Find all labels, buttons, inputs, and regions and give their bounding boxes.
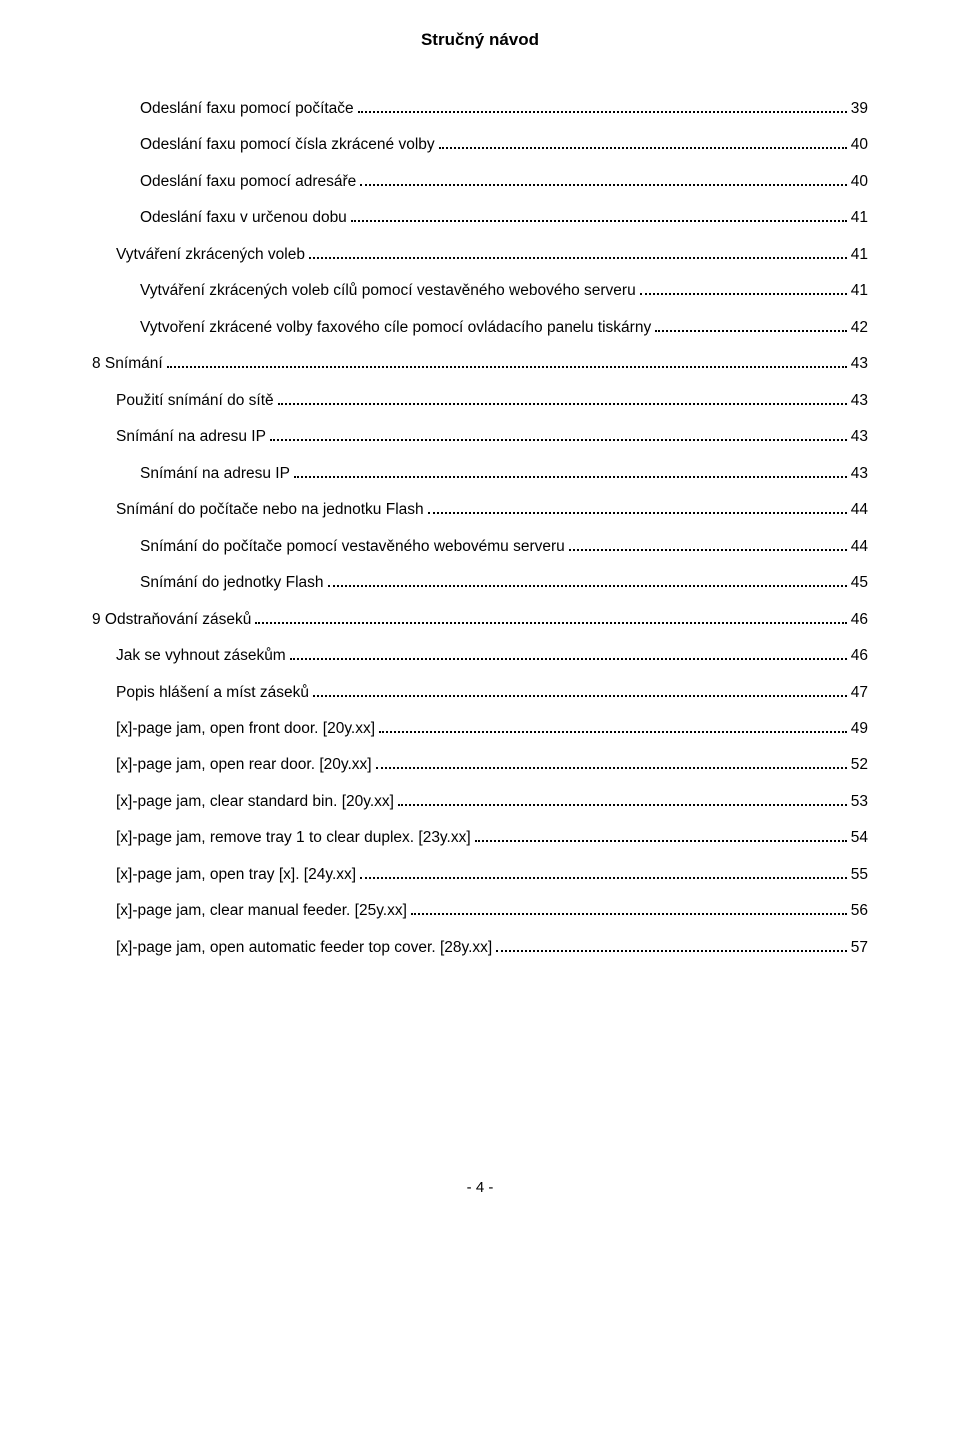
toc-entry-label: Vytváření zkrácených voleb bbox=[116, 244, 305, 266]
toc-entry: Snímání do počítače nebo na jednotku Fla… bbox=[92, 499, 868, 521]
toc-entry-label: 9 Odstraňování záseků bbox=[92, 609, 251, 631]
toc-entry-label: [x]-page jam, open front door. [20y.xx] bbox=[116, 718, 375, 740]
toc-leader-dots bbox=[398, 804, 847, 806]
toc-leader-dots bbox=[411, 913, 847, 915]
toc-entry-label: Odeslání faxu pomocí adresáře bbox=[140, 171, 356, 193]
toc-entry-page: 46 bbox=[851, 645, 868, 667]
toc-leader-dots bbox=[376, 767, 847, 769]
toc-entry-page: 52 bbox=[851, 754, 868, 776]
toc-leader-dots bbox=[167, 366, 847, 368]
toc-entry-label: Použití snímání do sítě bbox=[116, 390, 274, 412]
toc-leader-dots bbox=[351, 220, 847, 222]
toc-leader-dots bbox=[294, 476, 847, 478]
toc-entry-page: 43 bbox=[851, 390, 868, 412]
toc-entry-page: 43 bbox=[851, 353, 868, 375]
toc-leader-dots bbox=[290, 658, 847, 660]
toc-entry: 8 Snímání 43 bbox=[92, 353, 868, 375]
toc-entry-label: Vytváření zkrácených voleb cílů pomocí v… bbox=[140, 280, 636, 302]
toc-entry-page: 39 bbox=[851, 98, 868, 120]
toc-leader-dots bbox=[640, 293, 847, 295]
toc-entry-label: Jak se vyhnout zásekům bbox=[116, 645, 286, 667]
toc-leader-dots bbox=[360, 877, 847, 879]
toc-leader-dots bbox=[313, 695, 847, 697]
toc-entry-page: 57 bbox=[851, 937, 868, 959]
toc-entry-label: [x]-page jam, remove tray 1 to clear dup… bbox=[116, 827, 471, 849]
toc-entry: Vytváření zkrácených voleb 41 bbox=[92, 244, 868, 266]
toc-entry: [x]-page jam, clear standard bin. [20y.x… bbox=[92, 791, 868, 813]
toc-entry-page: 43 bbox=[851, 463, 868, 485]
toc-entry: [x]-page jam, clear manual feeder. [25y.… bbox=[92, 900, 868, 922]
toc-entry: [x]-page jam, open automatic feeder top … bbox=[92, 937, 868, 959]
toc-entry: [x]-page jam, open tray [x]. [24y.xx] 55 bbox=[92, 864, 868, 886]
toc-leader-dots bbox=[655, 330, 847, 332]
toc-entry: Odeslání faxu pomocí čísla zkrácené volb… bbox=[92, 134, 868, 156]
toc-leader-dots bbox=[270, 439, 847, 441]
toc-entry-page: 45 bbox=[851, 572, 868, 594]
toc-entry: Snímání do počítače pomocí vestavěného w… bbox=[92, 536, 868, 558]
toc-entry-page: 40 bbox=[851, 134, 868, 156]
toc-entry-page: 41 bbox=[851, 244, 868, 266]
toc-entry: Odeslání faxu pomocí adresáře 40 bbox=[92, 171, 868, 193]
toc-entry: [x]-page jam, open rear door. [20y.xx] 52 bbox=[92, 754, 868, 776]
toc-entry-label: Popis hlášení a míst záseků bbox=[116, 682, 309, 704]
toc-leader-dots bbox=[496, 950, 847, 952]
toc-entry-label: Vytvoření zkrácené volby faxového cíle p… bbox=[140, 317, 651, 339]
toc-entry-page: 41 bbox=[851, 207, 868, 229]
page-footer: - 4 - bbox=[92, 1179, 868, 1196]
toc-entry-label: Snímání do počítače nebo na jednotku Fla… bbox=[116, 499, 424, 521]
toc-entry: Snímání do jednotky Flash 45 bbox=[92, 572, 868, 594]
toc-leader-dots bbox=[475, 840, 847, 842]
toc-entry-page: 46 bbox=[851, 609, 868, 631]
toc-entry-page: 40 bbox=[851, 171, 868, 193]
toc-leader-dots bbox=[358, 111, 847, 113]
toc-entry-page: 44 bbox=[851, 536, 868, 558]
toc-entry: [x]-page jam, remove tray 1 to clear dup… bbox=[92, 827, 868, 849]
toc-entry-label: [x]-page jam, clear standard bin. [20y.x… bbox=[116, 791, 394, 813]
toc-entry: Snímání na adresu IP 43 bbox=[92, 426, 868, 448]
toc-leader-dots bbox=[309, 257, 847, 259]
toc-entry-label: [x]-page jam, open tray [x]. [24y.xx] bbox=[116, 864, 356, 886]
toc-entry-page: 49 bbox=[851, 718, 868, 740]
toc-entry: Odeslání faxu v určenou dobu 41 bbox=[92, 207, 868, 229]
toc-leader-dots bbox=[255, 622, 846, 624]
toc-entry: Vytváření zkrácených voleb cílů pomocí v… bbox=[92, 280, 868, 302]
toc-entry: Jak se vyhnout zásekům 46 bbox=[92, 645, 868, 667]
toc-entry-page: 54 bbox=[851, 827, 868, 849]
toc-leader-dots bbox=[569, 549, 847, 551]
toc-entry-label: [x]-page jam, open automatic feeder top … bbox=[116, 937, 492, 959]
toc-entry: 9 Odstraňování záseků 46 bbox=[92, 609, 868, 631]
toc-entry-page: 53 bbox=[851, 791, 868, 813]
toc-entry-page: 41 bbox=[851, 280, 868, 302]
toc-entry-page: 56 bbox=[851, 900, 868, 922]
toc-entry: Popis hlášení a míst záseků 47 bbox=[92, 682, 868, 704]
toc-entry-label: Snímání na adresu IP bbox=[140, 463, 290, 485]
toc-leader-dots bbox=[379, 731, 847, 733]
toc-entry-page: 43 bbox=[851, 426, 868, 448]
toc-entry-label: [x]-page jam, open rear door. [20y.xx] bbox=[116, 754, 372, 776]
toc-entry-page: 42 bbox=[851, 317, 868, 339]
toc-entry-label: Odeslání faxu pomocí čísla zkrácené volb… bbox=[140, 134, 435, 156]
toc-entry: Odeslání faxu pomocí počítače 39 bbox=[92, 98, 868, 120]
toc-leader-dots bbox=[439, 147, 847, 149]
toc-entry-label: [x]-page jam, clear manual feeder. [25y.… bbox=[116, 900, 407, 922]
table-of-contents: Odeslání faxu pomocí počítače39Odeslání … bbox=[92, 98, 868, 959]
toc-entry: [x]-page jam, open front door. [20y.xx] 4… bbox=[92, 718, 868, 740]
toc-leader-dots bbox=[328, 585, 847, 587]
toc-entry-label: 8 Snímání bbox=[92, 353, 163, 375]
toc-entry-label: Snímání na adresu IP bbox=[116, 426, 266, 448]
toc-entry-label: Snímání do počítače pomocí vestavěného w… bbox=[140, 536, 565, 558]
toc-entry: Vytvoření zkrácené volby faxového cíle p… bbox=[92, 317, 868, 339]
toc-entry-page: 47 bbox=[851, 682, 868, 704]
toc-entry-label: Snímání do jednotky Flash bbox=[140, 572, 324, 594]
toc-entry: Snímání na adresu IP 43 bbox=[92, 463, 868, 485]
toc-leader-dots bbox=[278, 403, 847, 405]
toc-entry-page: 44 bbox=[851, 499, 868, 521]
toc-leader-dots bbox=[428, 512, 847, 514]
page-header-title: Stručný návod bbox=[92, 30, 868, 50]
toc-entry-label: Odeslání faxu v určenou dobu bbox=[140, 207, 347, 229]
toc-entry-label: Odeslání faxu pomocí počítače bbox=[140, 98, 354, 120]
toc-entry: Použití snímání do sítě 43 bbox=[92, 390, 868, 412]
toc-leader-dots bbox=[360, 184, 846, 186]
toc-entry-page: 55 bbox=[851, 864, 868, 886]
